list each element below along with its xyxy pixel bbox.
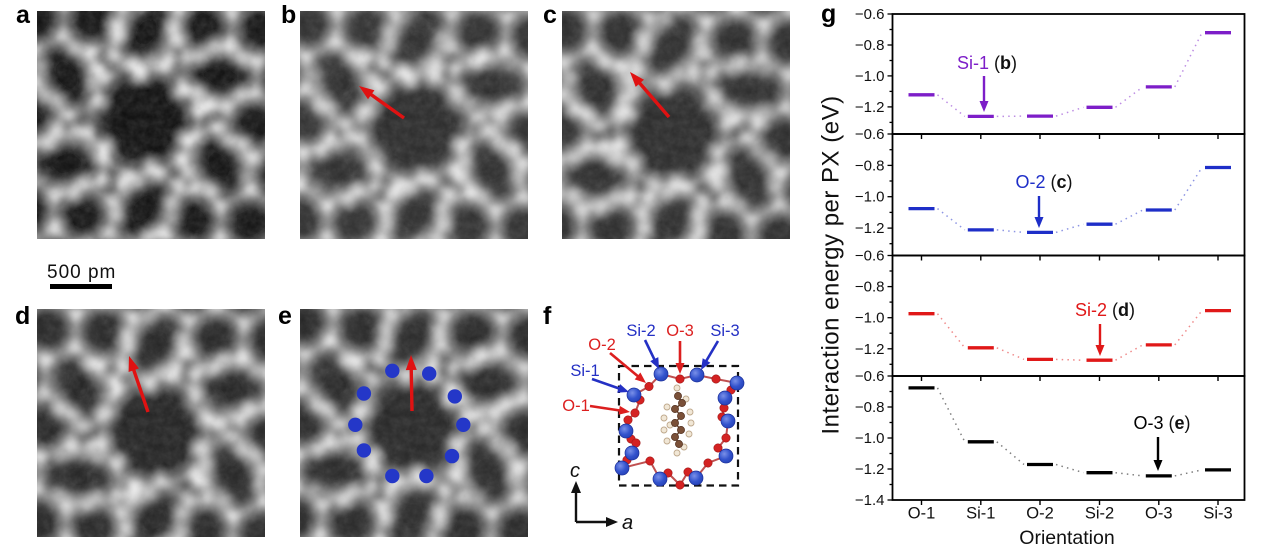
svg-text:O-3: O-3 xyxy=(1145,505,1173,523)
svg-text:O-3 (e): O-3 (e) xyxy=(1133,413,1190,433)
svg-text:g: g xyxy=(821,0,836,28)
svg-text:d: d xyxy=(15,302,30,330)
svg-text:Si-2 (d): Si-2 (d) xyxy=(1075,300,1135,320)
svg-text:Si-3: Si-3 xyxy=(710,322,739,340)
svg-text:500 pm: 500 pm xyxy=(47,262,116,283)
svg-text:Si-1: Si-1 xyxy=(570,362,599,380)
svg-text:Si-1 (b): Si-1 (b) xyxy=(957,53,1017,73)
svg-text:c: c xyxy=(570,460,580,482)
svg-text:O-2: O-2 xyxy=(1026,505,1054,523)
svg-text:Si-2: Si-2 xyxy=(626,322,655,340)
svg-text:−0.6: −0.6 xyxy=(855,248,885,265)
svg-text:−1.2: −1.2 xyxy=(855,461,885,478)
svg-text:Si-1: Si-1 xyxy=(966,505,995,523)
svg-text:−0.8: −0.8 xyxy=(855,399,885,416)
svg-text:O-1: O-1 xyxy=(908,505,936,523)
svg-text:Interaction energy per PX (eV): Interaction energy per PX (eV) xyxy=(817,95,844,434)
svg-text:−1.2: −1.2 xyxy=(855,99,885,116)
svg-text:−0.8: −0.8 xyxy=(855,37,885,54)
svg-text:−1.2: −1.2 xyxy=(855,220,885,237)
svg-text:f: f xyxy=(543,302,552,330)
svg-text:Si-2: Si-2 xyxy=(1085,505,1114,523)
svg-text:−1.0: −1.0 xyxy=(855,310,885,327)
svg-text:−0.8: −0.8 xyxy=(855,157,885,174)
svg-text:e: e xyxy=(278,302,292,330)
svg-text:a: a xyxy=(622,512,633,534)
svg-text:O-2 (c): O-2 (c) xyxy=(1015,172,1072,192)
svg-text:O-1: O-1 xyxy=(562,397,590,415)
svg-text:−1.0: −1.0 xyxy=(855,68,885,85)
svg-text:−1.0: −1.0 xyxy=(855,430,885,447)
svg-text:−0.6: −0.6 xyxy=(855,6,885,23)
svg-text:b: b xyxy=(281,1,296,29)
svg-text:O-2: O-2 xyxy=(588,336,616,354)
svg-text:−0.8: −0.8 xyxy=(855,279,885,296)
svg-text:−0.6: −0.6 xyxy=(855,368,885,385)
svg-text:−0.6: −0.6 xyxy=(855,126,885,143)
svg-text:Si-3: Si-3 xyxy=(1203,505,1232,523)
svg-text:O-3: O-3 xyxy=(666,322,694,340)
svg-text:−1.2: −1.2 xyxy=(855,341,885,358)
svg-text:−1.4: −1.4 xyxy=(855,492,885,509)
svg-text:c: c xyxy=(543,1,557,29)
svg-text:Orientation: Orientation xyxy=(1019,527,1114,549)
svg-text:−1.0: −1.0 xyxy=(855,189,885,206)
svg-text:a: a xyxy=(16,1,31,29)
